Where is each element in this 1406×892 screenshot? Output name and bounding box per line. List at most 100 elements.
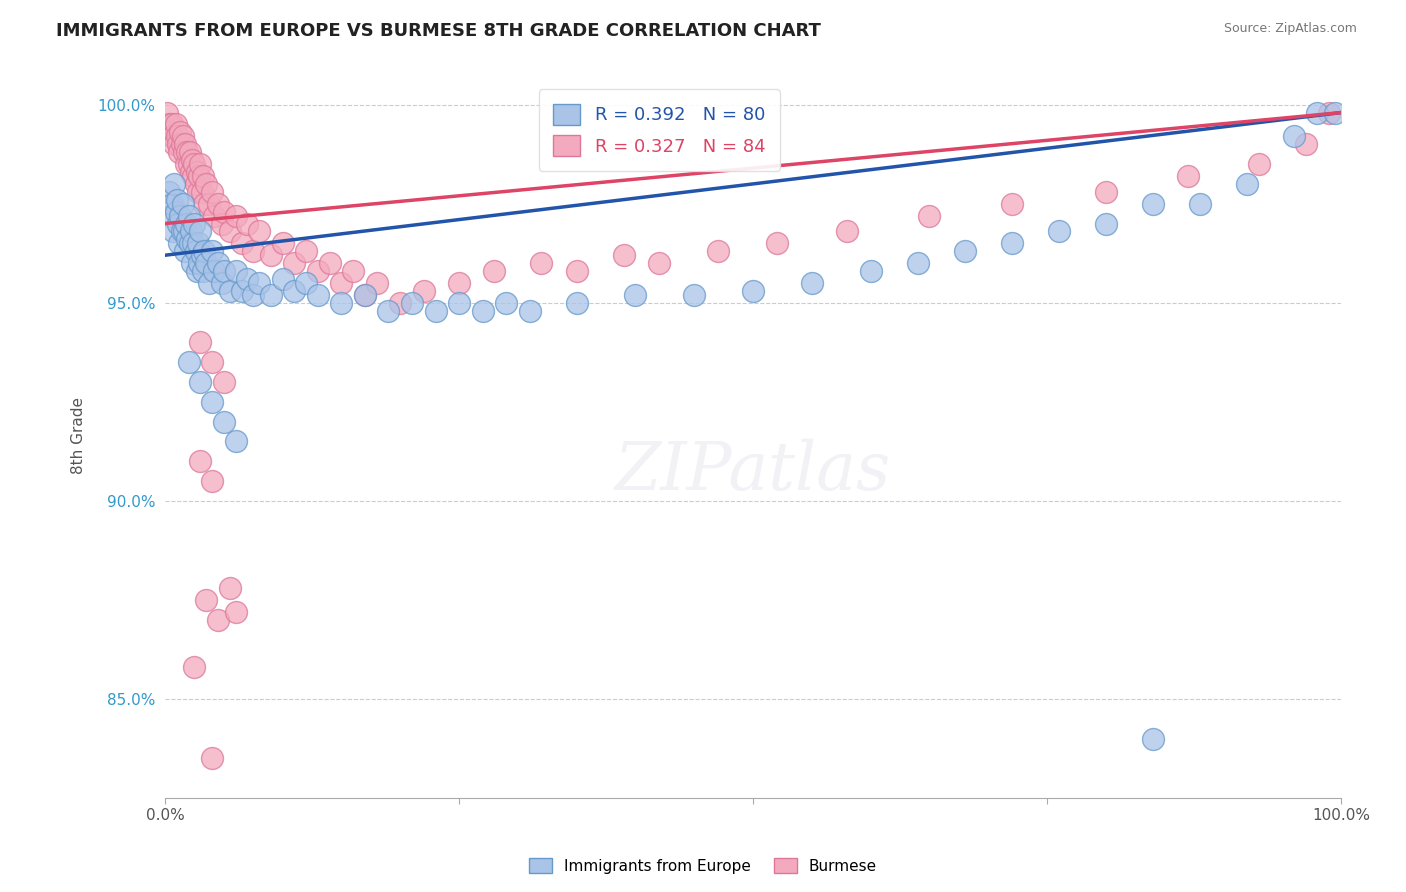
Point — [157, 118, 180, 132]
Text: ZIPatlas: ZIPatlas — [614, 439, 891, 504]
Point — [195, 177, 218, 191]
Point — [174, 244, 197, 259]
Point — [207, 256, 229, 270]
Point — [1324, 105, 1347, 120]
Point — [188, 454, 211, 468]
Point — [191, 169, 214, 183]
Point — [180, 224, 202, 238]
Point — [447, 276, 470, 290]
Point — [201, 474, 224, 488]
Point — [191, 264, 214, 278]
Point — [169, 209, 191, 223]
Point — [163, 177, 186, 191]
Point — [412, 284, 434, 298]
Point — [1047, 224, 1070, 238]
Point — [401, 295, 423, 310]
Point — [1282, 129, 1305, 144]
Point — [706, 244, 728, 259]
Point — [307, 264, 329, 278]
Point — [354, 288, 377, 302]
Point — [565, 295, 588, 310]
Point — [231, 236, 253, 251]
Point — [471, 303, 494, 318]
Point — [201, 751, 224, 765]
Point — [188, 224, 211, 238]
Point — [366, 276, 388, 290]
Point — [218, 284, 240, 298]
Point — [835, 224, 858, 238]
Point — [183, 660, 205, 674]
Point — [181, 256, 204, 270]
Point — [295, 276, 318, 290]
Point — [188, 335, 211, 350]
Point — [160, 209, 183, 223]
Point — [225, 605, 247, 619]
Point — [165, 204, 187, 219]
Point — [271, 272, 294, 286]
Point — [201, 394, 224, 409]
Point — [624, 288, 647, 302]
Text: Source: ZipAtlas.com: Source: ZipAtlas.com — [1223, 22, 1357, 36]
Point — [188, 375, 211, 389]
Point — [197, 276, 219, 290]
Point — [179, 145, 201, 160]
Point — [207, 196, 229, 211]
Point — [188, 256, 211, 270]
Point — [166, 193, 188, 207]
Point — [212, 375, 235, 389]
Point — [186, 165, 208, 179]
Point — [193, 196, 215, 211]
Point — [207, 613, 229, 627]
Point — [184, 244, 207, 259]
Point — [188, 157, 211, 171]
Point — [186, 264, 208, 278]
Point — [201, 355, 224, 369]
Point — [156, 105, 179, 120]
Point — [190, 185, 212, 199]
Point — [201, 185, 224, 199]
Point — [188, 169, 211, 183]
Point — [225, 209, 247, 223]
Point — [179, 236, 201, 251]
Point — [201, 244, 224, 259]
Point — [295, 244, 318, 259]
Point — [174, 157, 197, 171]
Point — [174, 137, 197, 152]
Legend: Immigrants from Europe, Burmese: Immigrants from Europe, Burmese — [523, 852, 883, 880]
Point — [354, 288, 377, 302]
Point — [212, 204, 235, 219]
Point — [565, 264, 588, 278]
Point — [183, 217, 205, 231]
Point — [177, 157, 200, 171]
Point — [197, 196, 219, 211]
Point — [389, 295, 412, 310]
Point — [683, 288, 706, 302]
Point — [1236, 177, 1258, 191]
Point — [170, 224, 193, 238]
Point — [218, 581, 240, 595]
Point — [242, 288, 264, 302]
Point — [1317, 105, 1340, 120]
Point — [204, 264, 226, 278]
Point — [162, 129, 184, 144]
Point — [195, 593, 218, 607]
Point — [184, 177, 207, 191]
Point — [167, 145, 190, 160]
Point — [236, 272, 259, 286]
Point — [859, 264, 882, 278]
Point — [342, 264, 364, 278]
Point — [174, 217, 197, 231]
Point — [425, 303, 447, 318]
Point — [1142, 731, 1164, 746]
Point — [160, 129, 183, 144]
Text: IMMIGRANTS FROM EUROPE VS BURMESE 8TH GRADE CORRELATION CHART: IMMIGRANTS FROM EUROPE VS BURMESE 8TH GR… — [56, 22, 821, 40]
Point — [495, 295, 517, 310]
Point — [260, 288, 283, 302]
Point — [167, 236, 190, 251]
Point — [918, 209, 941, 223]
Point — [167, 217, 190, 231]
Point — [212, 264, 235, 278]
Point — [530, 256, 553, 270]
Point — [1188, 196, 1211, 211]
Point — [177, 355, 200, 369]
